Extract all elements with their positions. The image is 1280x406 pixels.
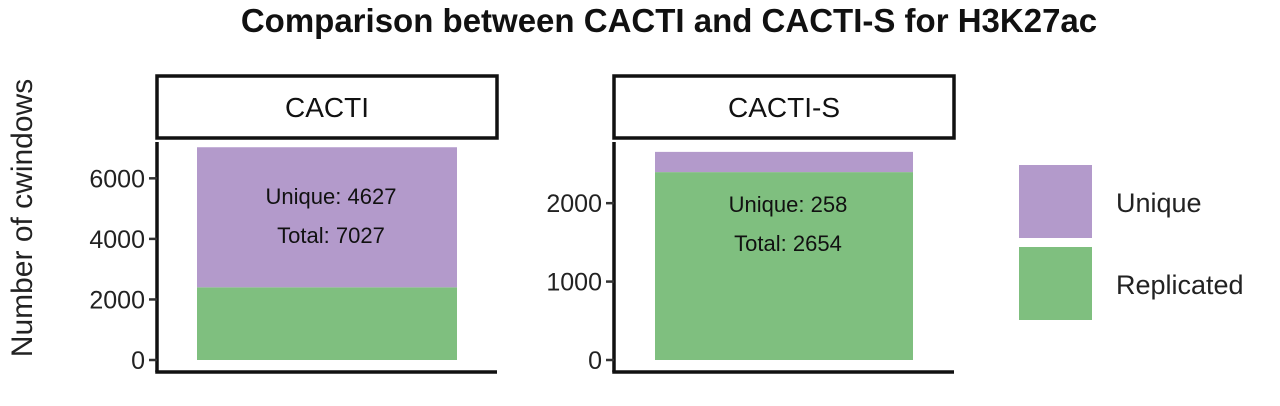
strip-box xyxy=(155,74,499,140)
bar-annotation: Unique: 258 xyxy=(729,192,848,217)
legend: Unique Replicated xyxy=(1019,165,1244,320)
legend-label-unique: Unique xyxy=(1116,188,1202,218)
legend-swatch-unique xyxy=(1019,165,1092,238)
bar-annotation: Total: 7027 xyxy=(277,223,385,248)
strip-box xyxy=(612,74,956,140)
bar-unique xyxy=(197,147,457,288)
y-tick-label: 0 xyxy=(588,347,602,375)
bar-annotation: Total: 2654 xyxy=(734,231,842,256)
y-tick-label: 1000 xyxy=(546,269,602,297)
legend-swatch-replicated xyxy=(1019,247,1092,320)
chart-title: Comparison between CACTI and CACTI-S for… xyxy=(241,2,1097,39)
strip-label: CACTI xyxy=(285,92,369,123)
bar-unique xyxy=(655,151,913,173)
legend-label-replicated: Replicated xyxy=(1116,270,1244,300)
y-axis-label: Number of cwindows xyxy=(6,79,39,357)
y-tick-label: 6000 xyxy=(89,165,145,193)
y-tick-label: 2000 xyxy=(89,286,145,314)
strip-label: CACTI-S xyxy=(728,92,840,123)
y-tick-label: 0 xyxy=(131,347,145,375)
bar-replicated xyxy=(655,172,913,360)
panel-cacti-s: CACTI-S Unique: 258 Total: 2654 0 1000 2000 xyxy=(546,74,956,375)
facet-panels: CACTI Unique: 4627 Total: 7027 0 2000 4000 600… xyxy=(89,74,956,375)
bar-annotation: Unique: 4627 xyxy=(266,184,397,209)
panel-cacti: CACTI Unique: 4627 Total: 7027 0 2000 4000 600… xyxy=(89,74,499,375)
bar-replicated xyxy=(197,287,457,360)
y-tick-label: 4000 xyxy=(89,226,145,254)
y-tick-label: 2000 xyxy=(546,190,602,218)
